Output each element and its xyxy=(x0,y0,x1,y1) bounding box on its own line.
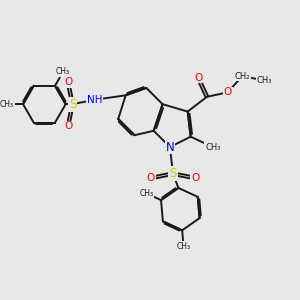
Text: CH₃: CH₃ xyxy=(0,100,14,109)
Text: NH: NH xyxy=(87,95,102,105)
Text: CH₃: CH₃ xyxy=(139,189,153,198)
Text: CH₃: CH₃ xyxy=(205,142,220,152)
Text: O: O xyxy=(147,173,155,183)
Text: S: S xyxy=(169,167,177,180)
Text: O: O xyxy=(64,122,72,131)
Text: CH₃: CH₃ xyxy=(176,242,190,251)
Text: O: O xyxy=(64,77,72,87)
Text: CH₃: CH₃ xyxy=(56,67,70,76)
Text: CH₃: CH₃ xyxy=(257,76,272,85)
Text: CH₂: CH₂ xyxy=(235,72,250,81)
Text: O: O xyxy=(194,73,202,82)
Text: S: S xyxy=(69,98,76,111)
Text: O: O xyxy=(224,87,232,98)
Text: N: N xyxy=(166,140,174,154)
Text: O: O xyxy=(191,173,199,183)
